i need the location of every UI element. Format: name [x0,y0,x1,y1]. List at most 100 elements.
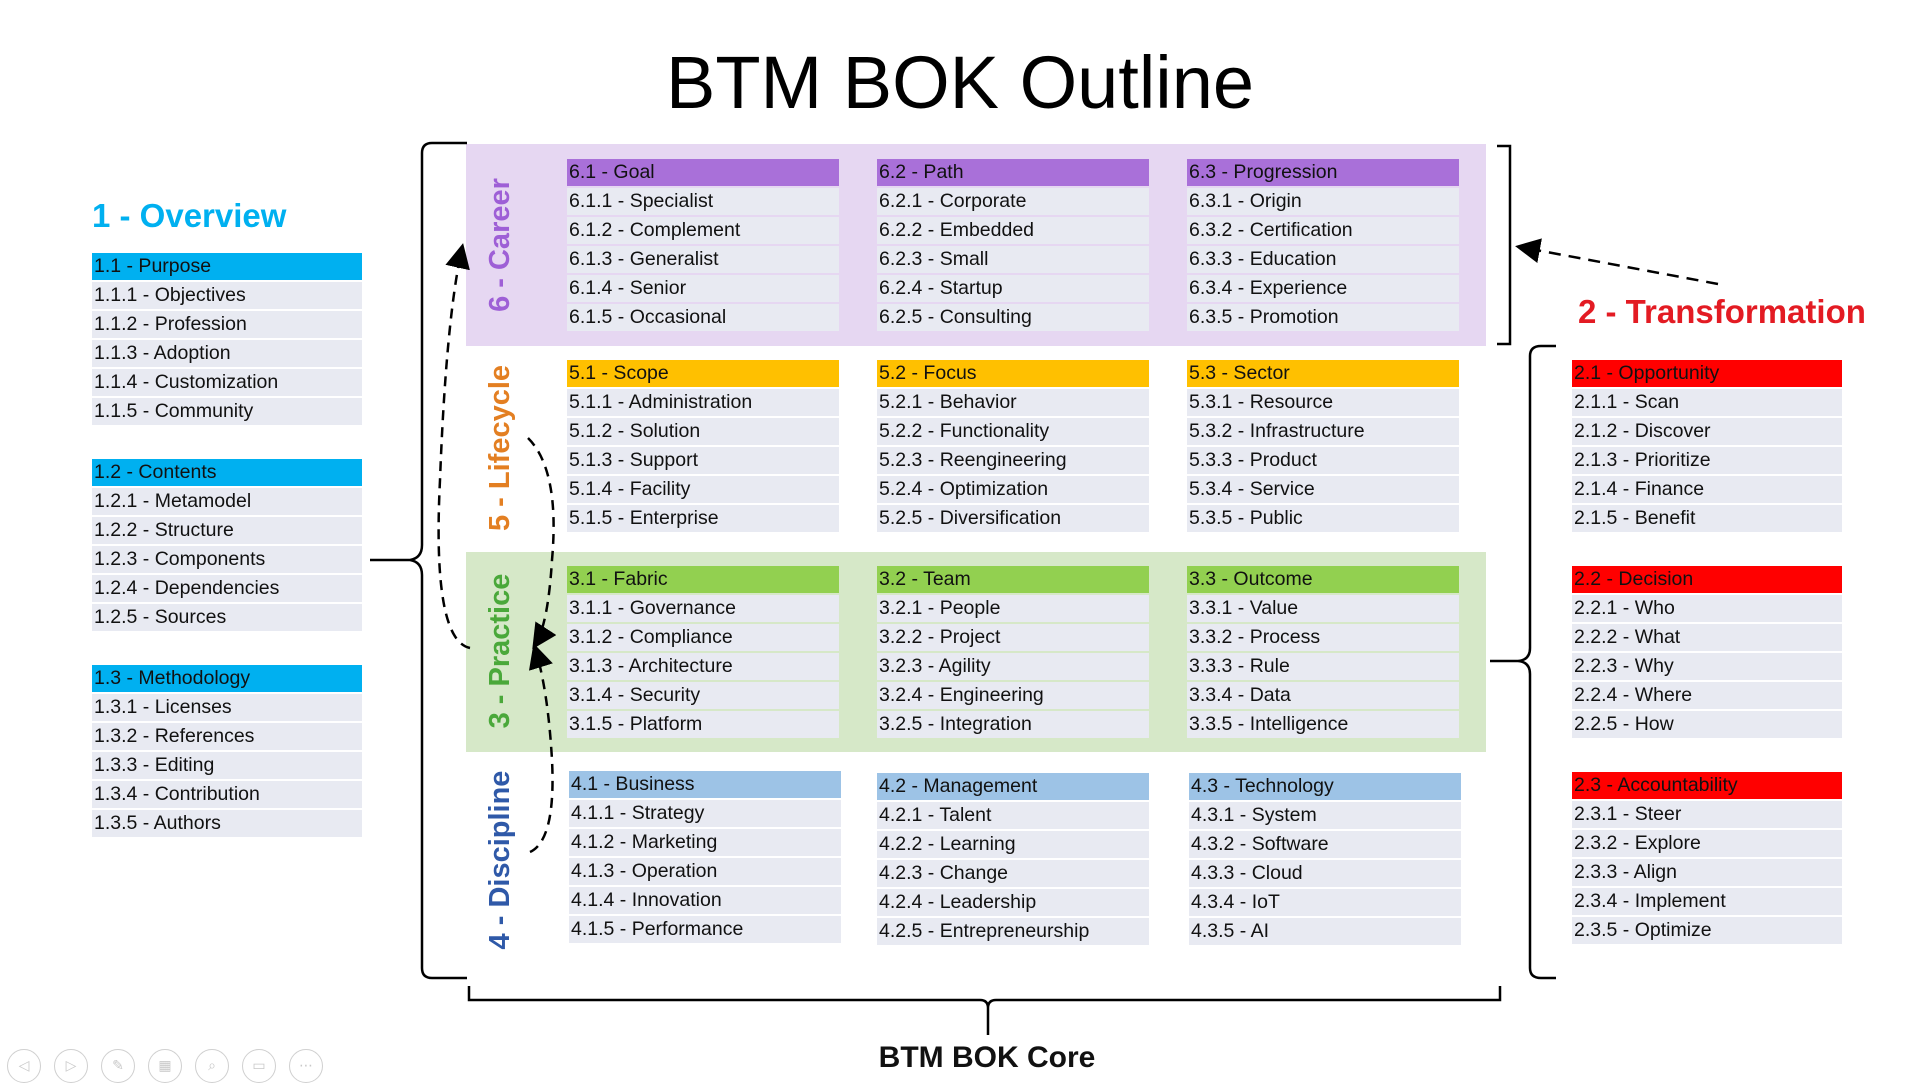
lifecycle-group-scope: 5.1 - Scope 5.1.1 - Administration 5.1.2 -… [567,360,839,534]
outline-item: 1.1.1 - Objectives [92,282,362,309]
outline-item: 3.1.1 - Governance [567,595,839,622]
outline-item: 3.1.5 - Platform [567,711,839,738]
pen-icon[interactable]: ✎ [101,1049,135,1083]
outline-item: 3.2.5 - Integration [877,711,1149,738]
career-group-goal: 6.1 - Goal 6.1.1 - Specialist 6.1.2 - Comp… [567,159,839,333]
outline-item: 6.1.4 - Senior [567,275,839,302]
outline-item: 6.3.3 - Education [1187,246,1459,273]
outline-item: 4.1.4 - Innovation [569,887,841,914]
outline-item: 5.3.2 - Infrastructure [1187,418,1459,445]
outline-item: 2.3.5 - Optimize [1572,917,1842,944]
outline-group-heading: 2.3 - Accountability [1572,772,1842,799]
outline-item: 4.3.1 - System [1189,802,1461,829]
outline-item: 2.3.4 - Implement [1572,888,1842,915]
outline-group-heading: 3.2 - Team [877,566,1149,593]
outline-item: 4.3.5 - AI [1189,918,1461,945]
slides-icon[interactable]: ▦ [148,1049,182,1083]
outline-item: 5.1.4 - Facility [567,476,839,503]
zoom-icon[interactable]: ⌕ [195,1049,229,1083]
outline-group-heading: 6.1 - Goal [567,159,839,186]
outline-item: 6.3.2 - Certification [1187,217,1459,244]
outline-item: 3.2.3 - Agility [877,653,1149,680]
transformation-brace [1490,344,1556,980]
outline-item: 5.2.5 - Diversification [877,505,1149,532]
outline-item: 4.2.3 - Change [877,860,1149,887]
outline-item: 6.2.4 - Startup [877,275,1149,302]
outline-item: 1.1.4 - Customization [92,369,362,396]
outline-group-heading: 1.1 - Purpose [92,253,362,280]
practice-group-team: 3.2 - Team 3.2.1 - People 3.2.2 - Project 3… [877,566,1149,740]
outline-item: 3.1.4 - Security [567,682,839,709]
outline-item: 1.2.1 - Metamodel [92,488,362,515]
outline-item: 2.3.2 - Explore [1572,830,1842,857]
outline-item: 6.2.3 - Small [877,246,1149,273]
outline-item: 6.3.5 - Promotion [1187,304,1459,331]
outline-item: 2.2.5 - How [1572,711,1842,738]
outline-item: 5.2.3 - Reengineering [877,447,1149,474]
discipline-group-management: 4.2 - Management 4.2.1 - Talent 4.2.2 - Le… [877,773,1149,947]
subtitles-icon[interactable]: ▭ [242,1049,276,1083]
outline-group-heading: 1.2 - Contents [92,459,362,486]
outline-item: 3.2.4 - Engineering [877,682,1149,709]
outline-item: 2.1.4 - Finance [1572,476,1842,503]
outline-item: 6.3.4 - Experience [1187,275,1459,302]
outline-item: 6.3.1 - Origin [1187,188,1459,215]
transformation-group-decision: 2.2 - Decision 2.2.1 - Who 2.2.2 - What 2.2… [1572,566,1842,740]
outline-item: 1.3.5 - Authors [92,810,362,837]
career-group-path: 6.2 - Path 6.2.1 - Corporate 6.2.2 - Embed… [877,159,1149,333]
outline-item: 5.3.3 - Product [1187,447,1459,474]
transformation-group-accountability: 2.3 - Accountability 2.3.1 - Steer 2.3.2 -… [1572,772,1842,946]
outline-group-heading: 5.1 - Scope [567,360,839,387]
next-icon[interactable]: ▷ [54,1049,88,1083]
outline-item: 5.2.4 - Optimization [877,476,1149,503]
outline-group-heading: 1.3 - Methodology [92,665,362,692]
outline-item: 2.1.1 - Scan [1572,389,1842,416]
outline-item: 3.2.1 - People [877,595,1149,622]
outline-item: 3.2.2 - Project [877,624,1149,651]
previous-icon[interactable]: ◁ [7,1049,41,1083]
outline-group-heading: 6.2 - Path [877,159,1149,186]
outline-group-heading: 5.2 - Focus [877,360,1149,387]
outline-item: 3.3.1 - Value [1187,595,1459,622]
outline-item: 1.1.3 - Adoption [92,340,362,367]
discipline-to-practice-arrow [528,643,554,854]
overview-group-methodology: 1.3 - Methodology 1.3.1 - Licenses 1.3.2 -… [92,665,362,839]
more-icon[interactable]: ⋯ [289,1049,323,1083]
outline-item: 4.1.1 - Strategy [569,800,841,827]
outline-item: 1.3.2 - References [92,723,362,750]
transformation-title: 2 - Transformation [1578,293,1866,330]
overview-group-purpose: 1.1 - Purpose 1.1.1 - Objectives 1.1.2 - P… [92,253,362,427]
outline-item: 5.1.1 - Administration [567,389,839,416]
overview-group-contents: 1.2 - Contents 1.2.1 - Metamodel 1.2.2 - S… [92,459,362,633]
outline-item: 5.2.1 - Behavior [877,389,1149,416]
outline-item: 6.1.5 - Occasional [567,304,839,331]
transformation-group-opportunity: 2.1 - Opportunity 2.1.1 - Scan 2.1.2 - Dis… [1572,360,1842,534]
outline-item: 1.2.4 - Dependencies [92,575,362,602]
outline-item: 2.1.5 - Benefit [1572,505,1842,532]
core-left-brace [370,141,467,980]
outline-item: 6.2.5 - Consulting [877,304,1149,331]
outline-item: 3.3.3 - Rule [1187,653,1459,680]
outline-item: 5.3.4 - Service [1187,476,1459,503]
outline-item: 3.1.2 - Compliance [567,624,839,651]
outline-item: 1.2.5 - Sources [92,604,362,631]
outline-item: 4.3.2 - Software [1189,831,1461,858]
outline-item: 6.1.2 - Complement [567,217,839,244]
outline-item: 1.3.1 - Licenses [92,694,362,721]
outline-group-heading: 4.3 - Technology [1189,773,1461,800]
outline-item: 4.3.3 - Cloud [1189,860,1461,887]
outline-item: 3.3.2 - Process [1187,624,1459,651]
lifecycle-to-practice-arrow [527,437,557,650]
outline-item: 5.3.5 - Public [1187,505,1459,532]
practice-group-outcome: 3.3 - Outcome 3.3.1 - Value 3.3.2 - Proces… [1187,566,1459,740]
outline-group-heading: 6.3 - Progression [1187,159,1459,186]
outline-item: 3.3.5 - Intelligence [1187,711,1459,738]
outline-group-heading: 5.3 - Sector [1187,360,1459,387]
outline-group-heading: 2.1 - Opportunity [1572,360,1842,387]
outline-item: 4.1.3 - Operation [569,858,841,885]
outline-item: 2.1.2 - Discover [1572,418,1842,445]
outline-item: 6.1.1 - Specialist [567,188,839,215]
practice-to-career-arrow [437,243,471,650]
transformation-to-career-arrow [1515,238,1719,286]
